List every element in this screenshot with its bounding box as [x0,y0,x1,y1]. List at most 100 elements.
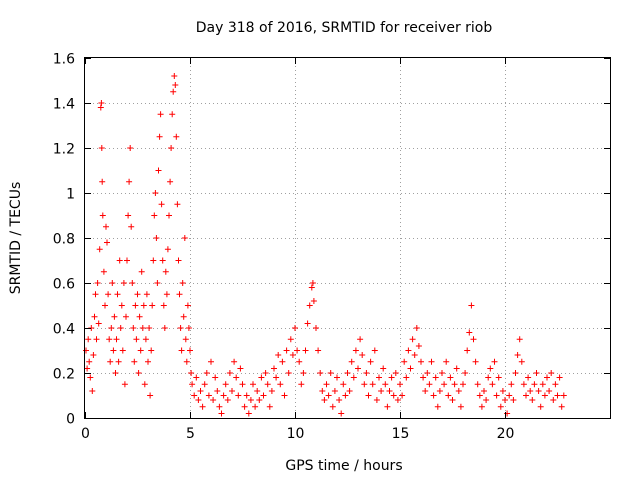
data-point [191,392,198,399]
data-point [133,336,140,343]
data-point [179,280,186,286]
data-point [216,403,223,410]
data-point [226,370,233,376]
data-point [357,336,364,343]
data-point [220,392,227,399]
data-point [95,320,102,327]
data-point [167,178,174,185]
data-point [560,392,567,399]
data-point [464,347,471,354]
data-point [266,403,273,410]
data-point [160,302,167,309]
data-point [135,370,142,376]
data-point [292,325,298,331]
data-point [229,388,235,394]
data-point [136,313,143,320]
data-point [432,374,439,381]
data-point [369,381,376,388]
axis-ticks: 0 5 10 15 20 0 0.2 0.4 0.6 0.8 1 1.2 1.4 1.6 [53,52,610,442]
data-point [281,392,288,399]
data-point [321,397,328,403]
x-tick-label: 20 [497,426,515,442]
data-point [462,370,469,376]
data-point [199,403,206,410]
data-point [113,336,120,343]
data-point [104,239,110,246]
data-point [422,388,429,394]
y-tick-label: 0.6 [53,277,75,293]
x-axis-label: GPS time / hours [285,458,402,474]
data-point [92,291,99,298]
data-point [439,370,445,376]
data-point [340,381,347,388]
data-point [472,358,479,365]
data-point [558,403,565,410]
data-point [441,381,448,388]
data-point [164,246,171,253]
data-point [158,201,165,208]
data-point [138,268,145,275]
data-point [258,374,265,381]
data-point [208,358,214,365]
data-point [156,133,163,140]
data-point [418,358,424,365]
data-point [485,374,492,381]
data-point [188,370,195,376]
data-point [116,257,123,264]
data-point [171,73,178,79]
data-point [493,392,500,399]
data-point [403,374,410,381]
grid-lines [85,58,610,418]
data-point [231,358,238,365]
data-point [451,381,458,388]
data-point [120,280,127,286]
data-point [520,381,527,388]
data-point [506,392,513,399]
data-point [212,374,219,381]
data-point [476,392,483,399]
data-point [155,167,162,174]
data-point [468,302,475,309]
data-point [308,284,315,291]
data-point [182,336,189,343]
data-point [306,302,313,309]
data-point [550,397,557,403]
data-point [424,370,431,376]
data-point [140,302,147,309]
data-point [409,336,416,343]
y-axis-label: SRMTID / TECUs [8,182,24,295]
data-point [141,381,148,388]
data-point [346,388,353,394]
data-point [329,403,336,410]
data-point [518,358,525,365]
data-point [175,257,182,264]
data-point [279,358,286,365]
data-point [85,336,92,343]
data-point [415,343,422,349]
data-point [106,336,113,343]
data-point [453,365,460,372]
data-point [407,365,414,372]
data-point [436,388,443,394]
data-point [109,280,116,286]
data-point [137,347,144,354]
data-point [129,280,136,286]
data-point [184,302,191,309]
x-tick-label: 0 [81,426,90,442]
data-point [118,302,125,309]
data-point [237,365,244,372]
data-point [131,358,138,365]
data-point [394,397,401,403]
data-point [325,392,332,399]
data-point [218,410,225,417]
data-point [127,145,134,151]
data-point [205,392,212,399]
data-point [363,370,370,376]
data-point [428,358,435,365]
data-point [533,370,540,376]
data-point [110,347,117,354]
data-point [323,381,330,388]
data-point [233,374,240,381]
y-tick-label: 0.4 [53,322,75,338]
